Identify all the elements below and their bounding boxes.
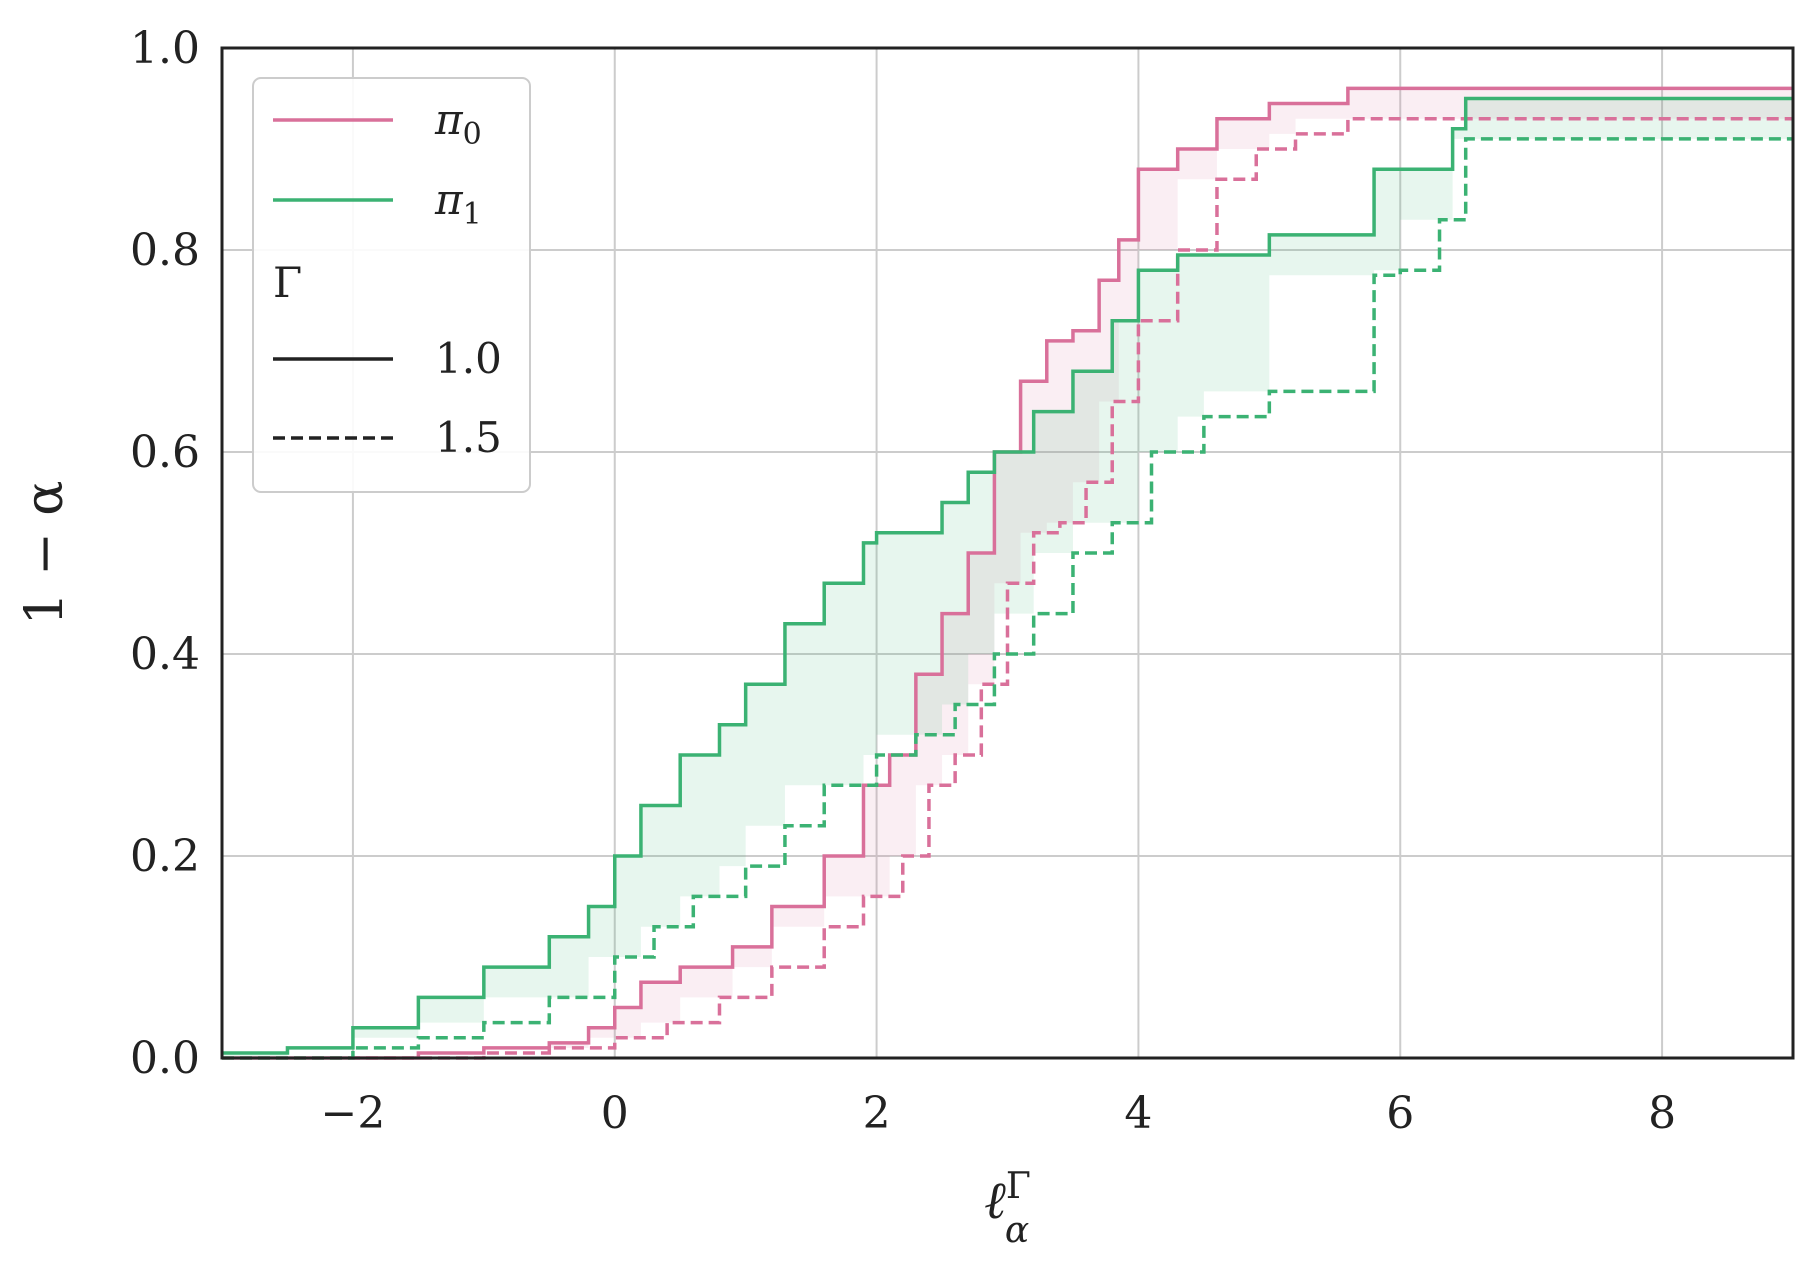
legend: π0 π1 Γ 1.0 1.5 (252, 77, 531, 493)
legend-label-pi1: π1 (434, 175, 482, 232)
x-axis-label-subscript: α (1005, 1210, 1029, 1251)
series-line-π0-gamma-1.5 (222, 116, 1793, 1060)
series-line-π1-gamma-1.5 (222, 137, 1793, 1060)
y-axis-label: 1 − α (15, 481, 75, 626)
plot-frame (220, 46, 1795, 1060)
legend-box (252, 77, 531, 493)
legend-title-gamma: Γ (273, 258, 302, 307)
y-tick-label: 1.0 (130, 23, 200, 74)
y-tick-label: 0.4 (130, 629, 200, 680)
y-tick-label: 0.2 (130, 831, 200, 882)
legend-label-pi0: π0 (434, 95, 482, 152)
x-tick-label: −2 (320, 1088, 385, 1139)
series-line-π0-gamma-1.0 (222, 86, 1793, 1060)
x-axis-label: ℓΓ α (984, 1166, 1031, 1251)
legend-label-gamma-1-5: 1.5 (435, 413, 502, 462)
x-axis-label-main: ℓ (984, 1171, 1006, 1231)
legend-label-gamma-1-0: 1.0 (435, 334, 502, 383)
band-fill-layer (222, 88, 1793, 1058)
x-tick-label: 8 (1648, 1088, 1676, 1139)
tick-layer: −2 0 2 4 6 8 0.0 0.2 0.4 0.6 0.8 1.0 (130, 23, 1676, 1139)
series-line-π1-gamma-1.0 (222, 96, 1793, 1055)
y-tick-label: 0.6 (130, 427, 200, 478)
band-fill-pi1 (222, 98, 1793, 1058)
x-tick-label: 4 (1124, 1088, 1152, 1139)
x-tick-label: 0 (601, 1088, 629, 1139)
series-layer (222, 86, 1793, 1060)
band-fill-pi0 (222, 88, 1793, 1058)
y-tick-label: 0.0 (130, 1033, 200, 1084)
x-axis-label-superscript: Γ (1006, 1166, 1031, 1207)
x-tick-label: 6 (1386, 1088, 1414, 1139)
x-tick-label: 2 (863, 1088, 891, 1139)
y-tick-label: 0.8 (130, 225, 200, 276)
